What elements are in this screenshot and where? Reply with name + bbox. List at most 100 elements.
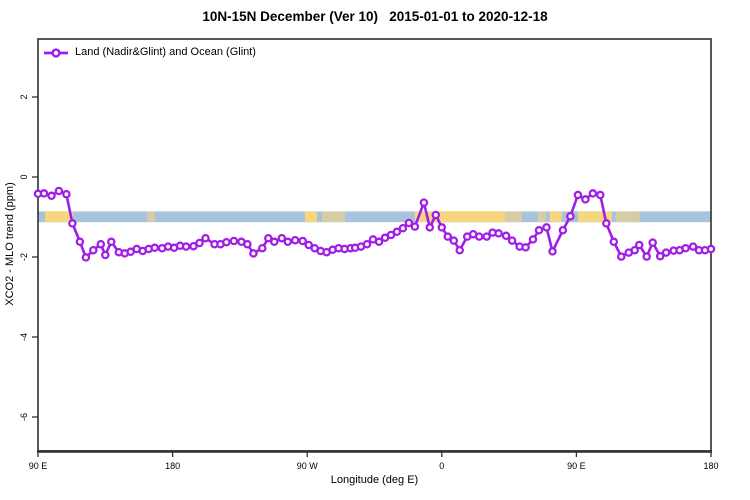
series-marker (443, 232, 453, 241)
series-marker (588, 189, 598, 198)
series-marker (648, 238, 657, 247)
series-marker (243, 239, 252, 249)
series-marker (398, 223, 408, 233)
reference-band-land (549, 211, 562, 223)
reference-band-land (414, 211, 505, 223)
series-marker (596, 190, 605, 200)
series-marker (630, 245, 639, 255)
reference-band-land-patchy (147, 211, 155, 223)
y-tick-label: -4 (19, 333, 29, 341)
series-marker (89, 245, 98, 255)
plot-frame (37, 38, 712, 452)
reference-band-land-patchy (322, 211, 345, 223)
series-marker (642, 252, 651, 261)
series-marker (392, 227, 402, 237)
series-marker (47, 191, 56, 201)
series-marker (107, 237, 116, 247)
reference-band-land-patchy (537, 211, 546, 223)
y-tick-label: 0 (19, 174, 29, 179)
series-marker (528, 235, 538, 244)
series-marker (507, 236, 517, 245)
series-marker (304, 240, 313, 250)
series-marker (602, 219, 611, 228)
series-marker (283, 237, 293, 247)
series-marker (534, 225, 544, 235)
series-marker (258, 243, 267, 253)
series-marker (501, 231, 511, 241)
x-tick-label: 90 E (29, 461, 48, 471)
x-tick-label: 0 (439, 461, 444, 471)
series-marker (298, 236, 307, 246)
series-marker (150, 243, 159, 253)
series-marker (558, 225, 568, 235)
series-marker (634, 240, 644, 250)
series-marker (410, 222, 420, 231)
x-tick-label: 180 (703, 461, 718, 471)
y-tick-label: 2 (19, 94, 29, 99)
series-marker (39, 189, 49, 198)
series-marker (425, 223, 435, 232)
x-tick-label: 180 (165, 461, 180, 471)
y-axis-title: XCO2 - MLO trend (ppm) (4, 182, 16, 305)
series-marker (404, 218, 414, 228)
legend-sample-marker-icon (51, 48, 61, 58)
series-marker (661, 248, 671, 257)
series-marker (290, 235, 300, 245)
series-marker (264, 233, 273, 243)
series-marker (222, 237, 231, 247)
series-marker (542, 223, 551, 232)
series-marker (81, 253, 91, 262)
series-marker (431, 210, 441, 220)
series-marker (101, 250, 110, 260)
reference-band-land (45, 211, 73, 223)
series-marker (195, 238, 204, 248)
reference-band-ocean (38, 211, 711, 223)
series-marker (573, 190, 583, 200)
x-tick-label: 90 E (567, 461, 586, 471)
x-axis-title: Longitude (deg E) (331, 474, 418, 486)
series-marker (581, 195, 590, 204)
series-marker (681, 243, 690, 253)
series-marker (566, 211, 575, 221)
series-marker (655, 251, 665, 261)
series-marker (75, 237, 85, 247)
series-marker (189, 241, 198, 251)
series-marker (374, 237, 384, 247)
series-marker (449, 236, 459, 245)
x-tick-label: 90 W (297, 461, 319, 471)
series-marker (688, 242, 698, 251)
y-tick-label: -2 (19, 253, 29, 261)
series-marker (548, 247, 557, 256)
series-marker (437, 223, 447, 232)
series-marker (455, 245, 464, 255)
series-marker (249, 249, 258, 258)
reference-band-land (304, 211, 317, 223)
series-marker (181, 242, 191, 251)
series-marker (62, 189, 71, 199)
series-marker (277, 233, 287, 243)
series-marker (68, 219, 77, 228)
series-marker (201, 233, 210, 243)
reference-band-land-patchy (504, 211, 522, 223)
series-marker (482, 232, 491, 241)
series-marker (706, 244, 716, 254)
chart-title: 10N-15N December (Ver 10) 2015-01-01 to … (202, 9, 548, 24)
series-marker (386, 230, 396, 240)
series-marker (270, 237, 279, 247)
series-marker (474, 232, 484, 241)
series-marker (521, 243, 530, 252)
reference-band-land (577, 211, 612, 223)
series-marker (229, 236, 239, 246)
series-marker (362, 239, 372, 249)
y-tick-label: -6 (19, 413, 29, 421)
series-marker (609, 237, 619, 247)
series-marker (54, 186, 64, 196)
series-marker (419, 198, 429, 207)
reference-band-land-patchy (615, 211, 640, 223)
legend-label: Land (Nadir&Glint) and Ocean (Glint) (75, 46, 256, 58)
series-marker (617, 252, 626, 261)
series-marker (96, 239, 106, 249)
series-marker (494, 229, 503, 238)
